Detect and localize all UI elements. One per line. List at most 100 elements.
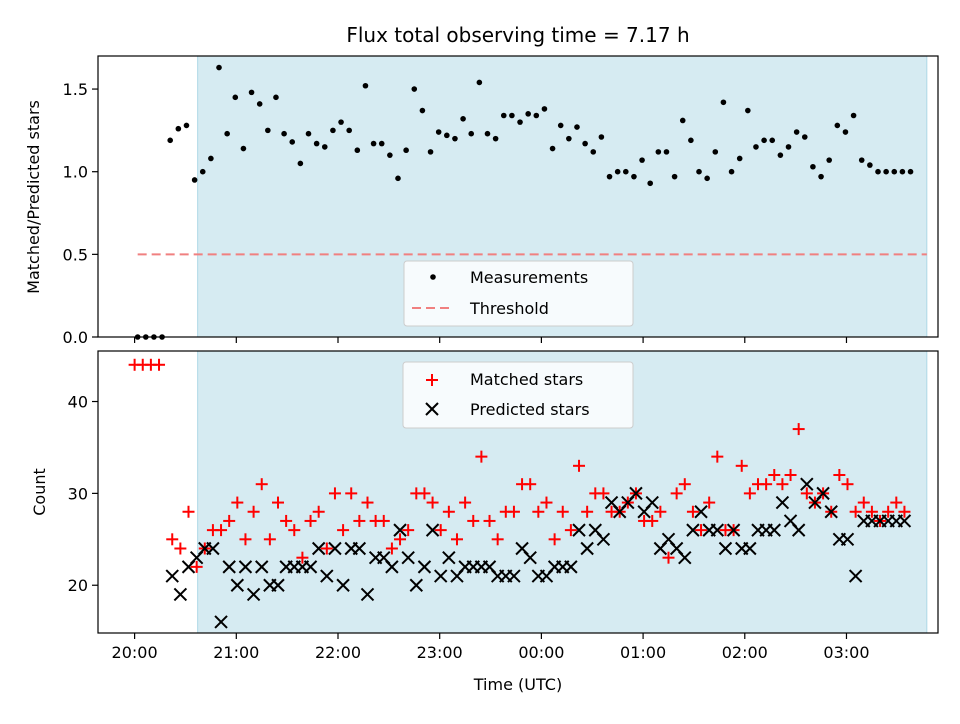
matched-star-point [320,542,333,555]
measurement-point [476,79,483,86]
matched-star-point [153,358,166,371]
measurement-point [818,173,824,180]
matched-star-point [768,469,781,482]
matched-star-point [239,533,252,546]
measurement-point [704,175,710,182]
matched-star-point [564,524,577,537]
measurement-point [232,94,239,101]
measurement-point [622,168,629,175]
measurement-point [525,111,531,117]
measurement-point [216,64,222,71]
predicted-star-point [214,615,228,629]
measurement-point [395,175,401,182]
matched-star-point [247,505,260,518]
measurement-point [411,86,418,92]
measurement-point [655,149,662,155]
xtick-label: 00:00 [518,643,564,662]
matched-star-point [475,450,488,463]
matched-star-point [882,505,895,518]
measurement-point [883,168,889,175]
top-ytick-label: 0.5 [63,245,88,264]
measurement-point [574,124,580,130]
measurement-point [850,112,857,119]
matched-star-point [166,533,179,546]
measurement-point [720,99,727,106]
predicted-star-point [686,523,700,537]
xtick-label: 21:00 [213,643,259,662]
measurement-point [590,149,597,155]
measurement-point [452,135,458,142]
predicted-star-point [767,523,781,537]
measurement-point [671,173,678,180]
measurement-point [175,125,182,132]
predicted-star-point [645,495,659,510]
matched-star-point [776,478,789,491]
predicted-star-point [401,550,415,565]
top-ytick-label: 0.0 [63,328,88,347]
measurement-point [614,168,621,175]
xtick-label: 23:00 [417,643,463,662]
predicted-star-point [840,532,855,547]
measurement-point [346,127,352,134]
predicted-star-point [385,560,399,574]
measurement-point [427,149,434,155]
predicted-star-point [791,523,806,537]
predicted-star-point [360,587,375,602]
predicted-star-point [572,523,586,537]
measurement-point [500,112,507,119]
measurement-point [492,135,499,142]
predicted-star-point [507,569,521,583]
top-panel: 0.0 0.5 1.0 1.5 Matched/Predicted stars Mea… [24,55,939,347]
measurement-point [533,112,540,119]
matched-star-point [255,478,268,491]
predicted-star-point [523,550,537,565]
measurement-point [639,157,645,163]
legend-predicted-label: Predicted stars [470,400,590,419]
top-ytick-label: 1.0 [63,163,88,182]
measurement-point [208,155,214,162]
matched-star-point [760,478,773,491]
matched-star-point [711,450,724,463]
matched-star-point [524,478,537,491]
measurement-point [834,122,841,129]
matched-star-point [459,496,472,509]
legend-matched-label: Matched stars [470,370,583,389]
measurement-point [785,144,792,150]
matched-star-point [467,514,480,527]
measurement-point [224,130,230,137]
bottom-legend: Matched stars Predicted stars [402,361,634,429]
measurement-point [403,147,409,154]
matched-star-point [686,505,699,518]
measurement-point [305,130,312,137]
matched-star-point [662,551,675,564]
predicted-star-point [255,560,269,574]
matched-star-point [328,487,341,500]
measurement-point [354,147,361,154]
matched-star-point [540,496,553,509]
measurement-point [183,122,190,129]
predicted-star-point [678,550,692,565]
measurement-point [484,130,491,137]
matched-star-point [450,533,463,546]
measurement-point [663,149,670,155]
matched-star-point [670,487,683,500]
bottom-ytick-label: 20 [68,576,88,595]
matched-star-point [857,496,870,509]
measurement-point [810,163,816,170]
matched-star-point [426,496,439,509]
matched-star-point [215,524,228,537]
legend-predicted-marker [425,402,439,416]
measurement-point [419,107,426,114]
xtick-label: 01:00 [620,643,666,662]
measurement-point [867,162,873,168]
xtick-label: 20:00 [112,643,158,662]
measurement-point [761,137,767,144]
predicted-star-point [222,560,236,574]
measurement-point [696,168,702,175]
matched-star-point [312,505,325,518]
matched-star-point [402,524,415,537]
measurement-point [631,173,637,180]
measurement-point [517,119,523,125]
predicted-star-point [409,578,424,592]
matched-star-point [182,505,195,518]
